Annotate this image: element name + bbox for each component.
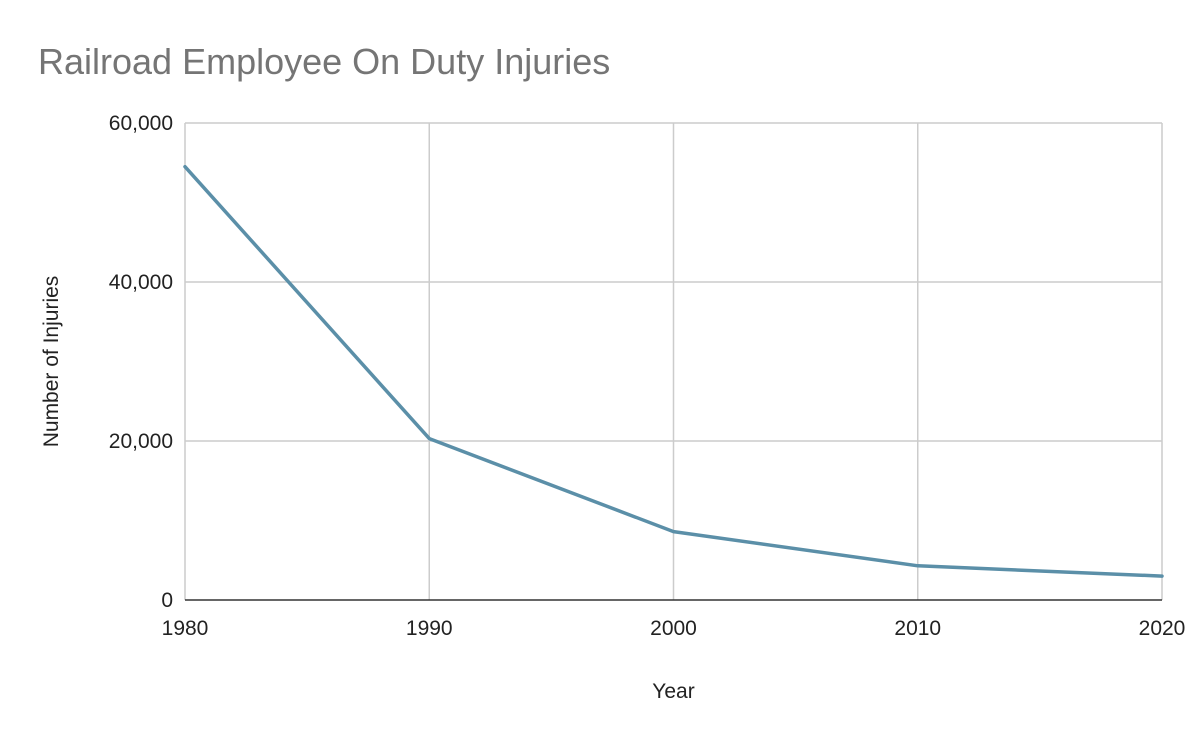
- y-axis-ticks: 0 20,000 40,000 60,000: [109, 112, 173, 612]
- x-axis-label: Year: [652, 680, 694, 703]
- x-tick-label: 2010: [894, 617, 941, 640]
- y-tick-label: 20,000: [109, 430, 173, 453]
- x-tick-label: 1980: [162, 617, 209, 640]
- x-tick-label: 2000: [650, 617, 697, 640]
- series-line: [183, 164, 1164, 578]
- series-layer: [183, 164, 1164, 578]
- y-tick-label: 0: [161, 589, 173, 612]
- y-tick-label: 60,000: [109, 112, 173, 135]
- y-tick-label: 40,000: [109, 271, 173, 294]
- chart-title: Railroad Employee On Duty Injuries: [38, 41, 610, 82]
- x-tick-label: 2020: [1139, 617, 1186, 640]
- x-axis-ticks: 1980 1990 2000 2010 2020: [162, 617, 1186, 640]
- y-axis-label: Number of Injuries: [40, 276, 63, 448]
- gridlines: [184, 122, 1163, 600]
- x-tick-label: 1990: [406, 617, 453, 640]
